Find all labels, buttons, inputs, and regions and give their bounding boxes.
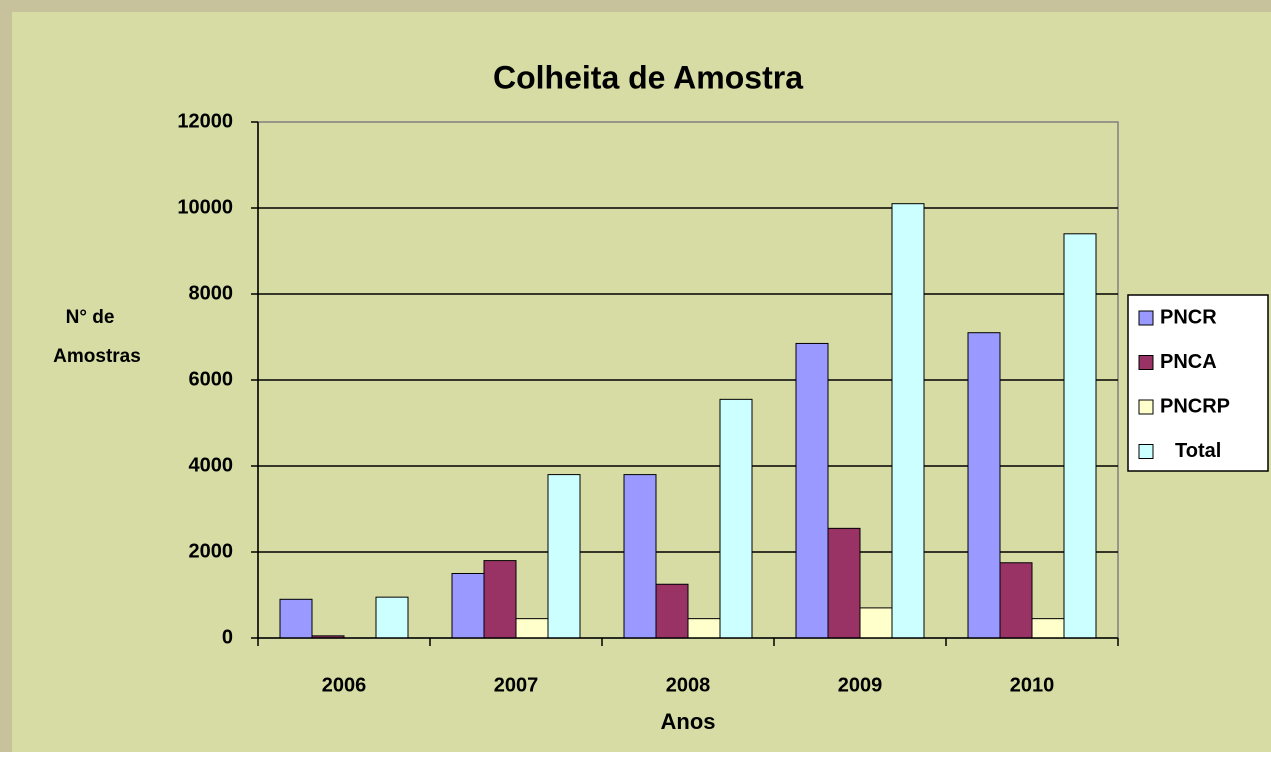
x-tick-label: 2007 bbox=[494, 674, 539, 696]
legend-swatch bbox=[1138, 399, 1154, 415]
y-tick-label: 10000 bbox=[177, 196, 233, 218]
bar bbox=[515, 618, 549, 639]
y-tick-label: 4000 bbox=[189, 454, 234, 476]
legend-label: PNCR bbox=[1160, 306, 1217, 328]
legend-label: Total bbox=[1175, 440, 1221, 462]
bar bbox=[483, 560, 517, 639]
bar bbox=[891, 203, 925, 639]
y-tick-label: 2000 bbox=[189, 540, 234, 562]
x-tick-label: 2006 bbox=[322, 674, 367, 696]
bar bbox=[655, 583, 689, 639]
bar bbox=[1031, 618, 1065, 639]
bar bbox=[827, 527, 861, 639]
y-tick-label: 0 bbox=[222, 626, 233, 648]
x-tick-label: 2008 bbox=[666, 674, 711, 696]
bar bbox=[687, 618, 721, 639]
legend-swatch bbox=[1138, 310, 1154, 326]
y-axis-title: Amostras bbox=[53, 346, 141, 367]
legend-label: PNCRP bbox=[1160, 395, 1230, 417]
bar bbox=[547, 474, 581, 639]
bar bbox=[999, 562, 1033, 639]
x-axis-title: Anos bbox=[661, 709, 716, 734]
y-tick-label: 6000 bbox=[189, 368, 234, 390]
bar bbox=[1063, 233, 1097, 639]
x-tick-label: 2009 bbox=[838, 674, 883, 696]
chart-title: Colheita de Amostra bbox=[493, 59, 803, 95]
legend bbox=[1127, 294, 1269, 472]
y-tick-label: 12000 bbox=[177, 110, 233, 132]
bar bbox=[859, 607, 893, 639]
bar bbox=[375, 596, 409, 639]
bar bbox=[967, 332, 1001, 639]
x-tick-label: 2010 bbox=[1010, 674, 1055, 696]
bar bbox=[451, 573, 485, 639]
legend-label: PNCA bbox=[1160, 351, 1217, 373]
bar bbox=[623, 474, 657, 639]
bar bbox=[795, 342, 829, 639]
y-axis-title: N° de bbox=[66, 307, 115, 328]
y-tick-label: 8000 bbox=[189, 282, 234, 304]
legend-swatch bbox=[1138, 355, 1154, 370]
legend-swatch bbox=[1138, 444, 1154, 459]
bar bbox=[719, 398, 753, 639]
bar bbox=[279, 598, 313, 639]
